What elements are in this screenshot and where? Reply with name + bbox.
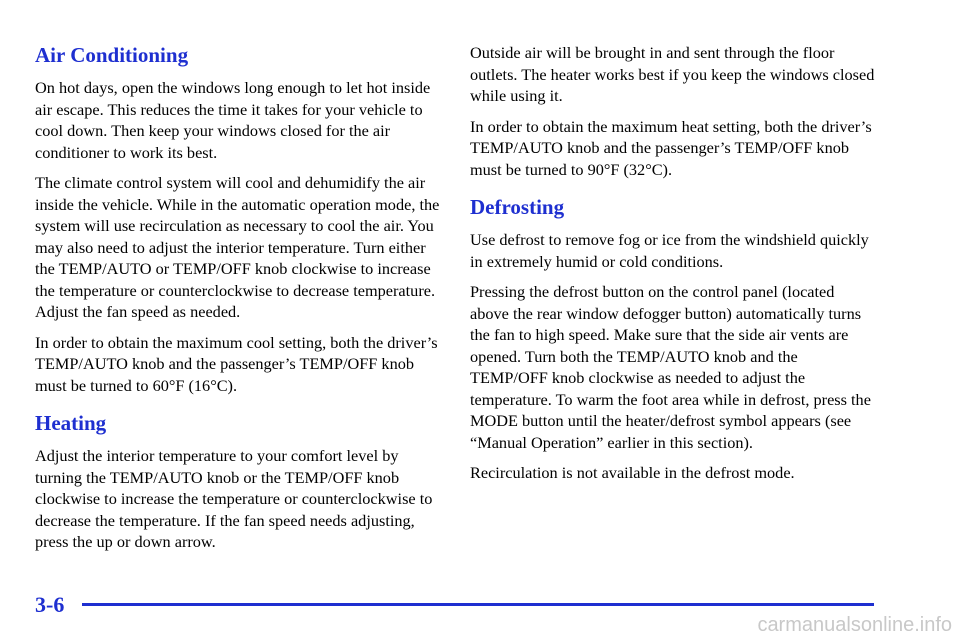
section-heading: Air Conditioning: [35, 43, 189, 67]
paragraph: In order to obtain the maximum cool sett…: [35, 332, 438, 395]
watermark: carmanualsonline.info: [757, 614, 952, 636]
right-column: Outside air will be brought in and sent …: [470, 42, 875, 493]
left-column: Air Conditioning On hot days, open the wi…: [35, 42, 440, 562]
paragraph: Pressing the defrost button on the contr…: [470, 282, 871, 452]
footer-rule: [82, 603, 874, 606]
paragraph: In order to obtain the maximum heat sett…: [470, 116, 872, 179]
page-number: 3-6: [35, 592, 65, 617]
paragraph: The climate control system will cool and…: [35, 173, 440, 321]
paragraph: Adjust the interior temperature to your …: [35, 446, 433, 551]
section-heading: Defrosting: [470, 195, 565, 219]
paragraph: Use defrost to remove fog or ice from th…: [470, 230, 869, 271]
paragraph: Recirculation is not available in the de…: [470, 463, 795, 482]
section-heading: Heating: [35, 411, 107, 435]
paragraph: On hot days, open the windows long enoug…: [35, 78, 431, 162]
paragraph: Outside air will be brought in and sent …: [470, 43, 875, 105]
